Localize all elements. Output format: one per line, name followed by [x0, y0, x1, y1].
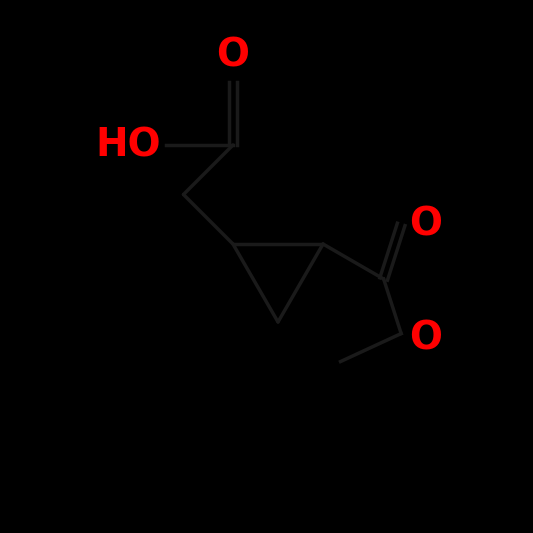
Text: HO: HO — [96, 126, 161, 164]
Text: O: O — [409, 320, 442, 358]
Text: O: O — [409, 205, 442, 244]
Text: O: O — [216, 36, 249, 74]
